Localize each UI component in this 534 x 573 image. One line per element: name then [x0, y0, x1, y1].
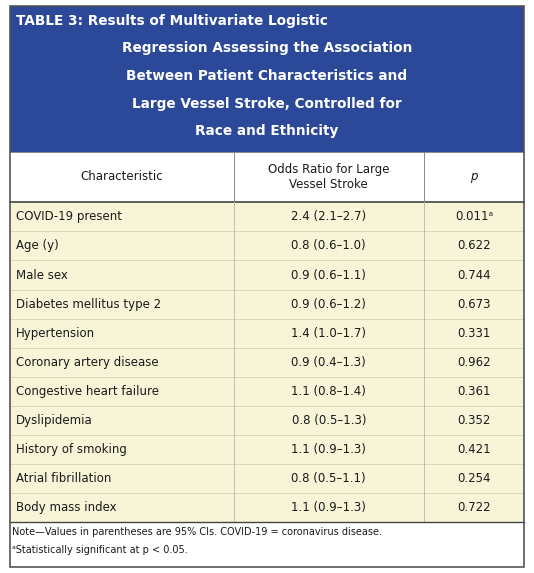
Bar — [10, 202, 524, 231]
Text: 1.1 (0.9–1.3): 1.1 (0.9–1.3) — [292, 443, 366, 456]
Text: 0.421: 0.421 — [458, 443, 491, 456]
Text: Congestive heart failure: Congestive heart failure — [16, 385, 159, 398]
Bar — [10, 493, 524, 523]
Text: 1.1 (0.8–1.4): 1.1 (0.8–1.4) — [292, 385, 366, 398]
Text: 0.361: 0.361 — [458, 385, 491, 398]
Bar — [10, 348, 524, 377]
Bar — [10, 6, 524, 152]
Text: Characteristic: Characteristic — [80, 171, 163, 183]
Text: Body mass index: Body mass index — [16, 501, 116, 515]
Bar — [10, 406, 524, 435]
Text: 0.254: 0.254 — [458, 472, 491, 485]
Text: 0.352: 0.352 — [458, 414, 491, 427]
Text: Dyslipidemia: Dyslipidemia — [16, 414, 93, 427]
Bar — [10, 435, 524, 464]
Text: ᵃStatistically significant at p < 0.05.: ᵃStatistically significant at p < 0.05. — [12, 545, 188, 555]
Text: Coronary artery disease: Coronary artery disease — [16, 356, 159, 369]
Text: TABLE 3: Results of Multivariate Logistic: TABLE 3: Results of Multivariate Logisti… — [16, 14, 328, 28]
Bar — [10, 261, 524, 289]
Text: 1.4 (1.0–1.7): 1.4 (1.0–1.7) — [291, 327, 366, 340]
Text: 0.9 (0.6–1.1): 0.9 (0.6–1.1) — [292, 269, 366, 281]
Text: 0.9 (0.6–1.2): 0.9 (0.6–1.2) — [292, 297, 366, 311]
Bar — [10, 152, 524, 202]
Text: Regression Assessing the Association: Regression Assessing the Association — [122, 41, 412, 56]
Text: Large Vessel Stroke, Controlled for: Large Vessel Stroke, Controlled for — [132, 96, 402, 111]
Text: History of smoking: History of smoking — [16, 443, 127, 456]
Bar — [10, 377, 524, 406]
Text: 0.9 (0.4–1.3): 0.9 (0.4–1.3) — [292, 356, 366, 369]
Text: COVID-19 present: COVID-19 present — [16, 210, 122, 223]
Bar — [10, 319, 524, 348]
Text: 0.011ᵃ: 0.011ᵃ — [455, 210, 493, 223]
Text: Male sex: Male sex — [16, 269, 68, 281]
Text: Age (y): Age (y) — [16, 240, 59, 253]
Bar — [10, 464, 524, 493]
Text: Between Patient Characteristics and: Between Patient Characteristics and — [127, 69, 407, 83]
Text: 2.4 (2.1–2.7): 2.4 (2.1–2.7) — [291, 210, 366, 223]
Text: Diabetes mellitus type 2: Diabetes mellitus type 2 — [16, 297, 161, 311]
Bar — [10, 289, 524, 319]
Text: 0.8 (0.5–1.3): 0.8 (0.5–1.3) — [292, 414, 366, 427]
Text: 0.622: 0.622 — [458, 240, 491, 253]
Text: 0.962: 0.962 — [458, 356, 491, 369]
Text: 0.722: 0.722 — [458, 501, 491, 515]
Text: Hypertension: Hypertension — [16, 327, 95, 340]
Text: 1.1 (0.9–1.3): 1.1 (0.9–1.3) — [292, 501, 366, 515]
Bar — [10, 231, 524, 261]
Text: 0.673: 0.673 — [458, 297, 491, 311]
Text: Odds Ratio for Large
Vessel Stroke: Odds Ratio for Large Vessel Stroke — [268, 163, 389, 191]
Text: p: p — [470, 171, 478, 183]
Text: 0.8 (0.6–1.0): 0.8 (0.6–1.0) — [292, 240, 366, 253]
Text: 0.331: 0.331 — [458, 327, 491, 340]
Bar — [10, 523, 524, 567]
Text: 0.8 (0.5–1.1): 0.8 (0.5–1.1) — [292, 472, 366, 485]
Text: Atrial fibrillation: Atrial fibrillation — [16, 472, 112, 485]
Text: Race and Ethnicity: Race and Ethnicity — [195, 124, 339, 138]
Text: Note—Values in parentheses are 95% CIs. COVID-19 = coronavirus disease.: Note—Values in parentheses are 95% CIs. … — [12, 527, 382, 537]
Text: 0.744: 0.744 — [458, 269, 491, 281]
